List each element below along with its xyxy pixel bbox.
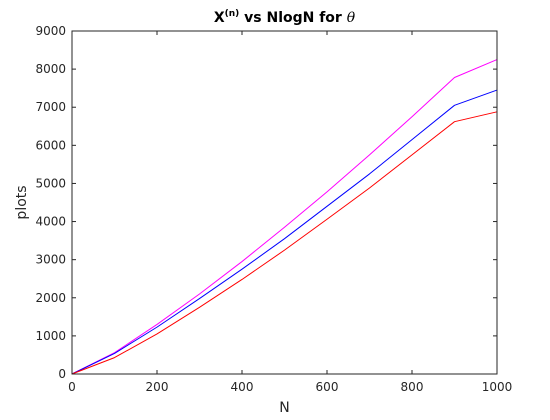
y-tick-label: 6000 xyxy=(35,138,66,152)
plot-area xyxy=(72,31,497,374)
x-tick-label: 1000 xyxy=(482,380,513,394)
series-layer xyxy=(71,59,498,375)
title-superscript: (n) xyxy=(225,9,240,19)
y-axis-label: plots xyxy=(14,185,30,219)
series-line-3 xyxy=(71,111,498,375)
x-tick-label: 0 xyxy=(68,380,76,394)
tick-layer: 0 200 400 600 800 1000 0 1000 2000 3000 4000 5000 60… xyxy=(35,24,512,394)
y-tick-label: 4000 xyxy=(35,215,66,229)
x-tick-label: 600 xyxy=(316,380,339,394)
title-theta-symbol: θ xyxy=(347,10,356,26)
y-tick-label: 7000 xyxy=(35,100,66,114)
chart-title: X(n) vs NlogN for θ xyxy=(214,9,356,26)
x-tick-label: 200 xyxy=(146,380,169,394)
y-tick-label: 9000 xyxy=(35,24,66,38)
x-axis-label: N xyxy=(279,400,289,416)
title-base: X xyxy=(214,10,225,26)
axes-box xyxy=(71,30,498,375)
x-tick-label: 400 xyxy=(231,380,254,394)
title-rest: vs NlogN for xyxy=(239,10,346,26)
y-tick-label: 5000 xyxy=(35,176,66,190)
y-tick-label: 0 xyxy=(58,367,66,381)
series-line-1 xyxy=(71,59,498,375)
y-tick-label: 8000 xyxy=(35,62,66,76)
x-tick-label: 800 xyxy=(401,380,424,394)
series-line-2 xyxy=(71,89,498,375)
y-tick-label: 3000 xyxy=(35,253,66,267)
y-tick-label: 2000 xyxy=(35,291,66,305)
y-tick-label: 1000 xyxy=(35,329,66,343)
